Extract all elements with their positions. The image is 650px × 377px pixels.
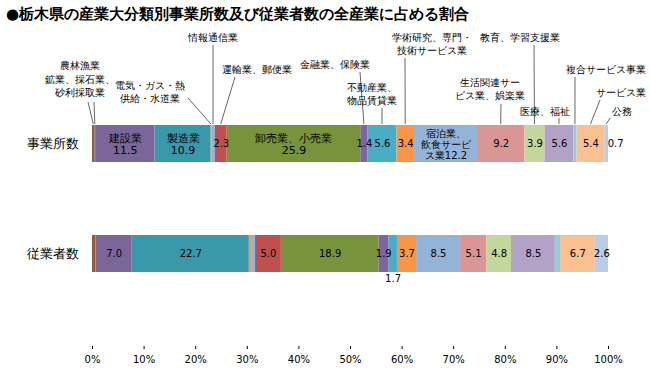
svg-text:22.7: 22.7 [180, 248, 202, 259]
svg-text:40%: 40% [288, 354, 310, 365]
svg-text:3.7: 3.7 [399, 248, 415, 259]
svg-text:0%: 0% [85, 354, 101, 365]
svg-text:5.6: 5.6 [375, 138, 391, 149]
svg-text:農林漁業: 農林漁業 [60, 60, 100, 71]
svg-text:サービス業: サービス業 [596, 87, 646, 98]
svg-text:18.9: 18.9 [319, 248, 341, 259]
svg-text:5.6: 5.6 [552, 138, 568, 149]
svg-text:複合サービス事業: 複合サービス事業 [566, 64, 646, 75]
svg-text:2.3: 2.3 [213, 138, 229, 149]
svg-text:30%: 30% [236, 354, 258, 365]
svg-text:医療、福祉: 医療、福祉 [520, 106, 570, 117]
svg-text:2.6: 2.6 [594, 248, 610, 259]
svg-text:0.7: 0.7 [608, 138, 624, 149]
html-text:●栃木県の産業大分類別事業所数及び従業者数の全産業に占める割: ●栃木県の産業大分類別事業所数及び従業者数の全産業に占める割合 [6, 5, 470, 23]
svg-text:教育、学習支援業: 教育、学習支援業 [480, 32, 560, 43]
svg-text:公務: 公務 [612, 106, 632, 117]
svg-text:生活関連サービス業、娯楽業: 生活関連サービス業、娯楽業 [455, 77, 525, 101]
svg-text:情報通信業: 情報通信業 [187, 32, 238, 43]
svg-text:建設業11.5: 建設業11.5 [108, 132, 142, 157]
svg-text:宿泊業、飲食サービス業12.2: 宿泊業、飲食サービス業12.2 [421, 128, 472, 161]
svg-text:80%: 80% [494, 354, 516, 365]
svg-text:鉱業、採石業、砂利採取業: 鉱業、採石業、砂利採取業 [45, 74, 115, 98]
svg-text:学術研究、専門・技術サービス業: 学術研究、専門・技術サービス業 [392, 32, 472, 56]
svg-text:20%: 20% [185, 354, 207, 365]
svg-text:事業所数: 事業所数 [27, 136, 79, 151]
svg-text:5.0: 5.0 [261, 248, 277, 259]
svg-text:4.8: 4.8 [491, 248, 507, 259]
svg-text:50%: 50% [339, 354, 361, 365]
svg-text:不動産業、物品賃貸業: 不動産業、物品賃貸業 [347, 82, 397, 106]
svg-text:8.5: 8.5 [431, 248, 447, 259]
svg-text:100%: 100% [594, 354, 623, 365]
svg-text:70%: 70% [443, 354, 465, 365]
svg-text:90%: 90% [546, 354, 568, 365]
svg-text:従業者数: 従業者数 [27, 246, 79, 261]
svg-text:電気・ガス・熱供給・水道業: 電気・ガス・熱供給・水道業 [115, 80, 185, 104]
svg-text:5.1: 5.1 [466, 248, 482, 259]
svg-text:製造業10.9: 製造業10.9 [167, 132, 200, 157]
svg-text:運輸業、郵便業: 運輸業、郵便業 [222, 64, 292, 75]
svg-text:3.4: 3.4 [398, 138, 414, 149]
svg-text:60%: 60% [391, 354, 413, 365]
svg-text:10%: 10% [133, 354, 155, 365]
svg-text:1.4: 1.4 [356, 138, 372, 149]
svg-text:卸売業、小売業25.9: 卸売業、小売業25.9 [255, 132, 332, 157]
svg-text:1.9: 1.9 [376, 248, 392, 259]
svg-text:9.2: 9.2 [493, 138, 509, 149]
svg-text:6.7: 6.7 [570, 248, 586, 259]
svg-text:3.9: 3.9 [527, 138, 543, 149]
svg-text:金融業、保険業: 金融業、保険業 [300, 59, 370, 70]
svg-text:7.0: 7.0 [106, 248, 122, 259]
svg-text:5.4: 5.4 [583, 138, 599, 149]
svg-text:1.7: 1.7 [385, 273, 401, 284]
svg-text:8.5: 8.5 [525, 248, 541, 259]
